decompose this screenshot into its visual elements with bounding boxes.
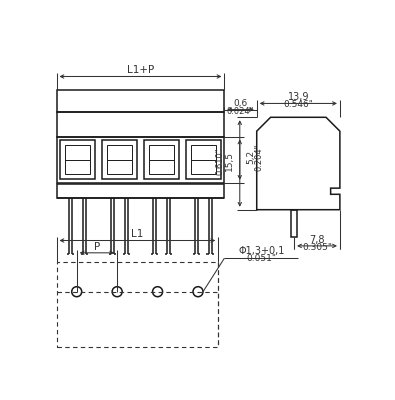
Bar: [186, 140, 220, 179]
Text: 5,2: 5,2: [246, 150, 255, 164]
Bar: [56, 136, 224, 183]
Text: L1+P: L1+P: [127, 64, 154, 74]
Text: L1: L1: [131, 228, 143, 238]
Bar: [149, 145, 174, 174]
Text: 0.204": 0.204": [254, 144, 263, 171]
Bar: [56, 112, 224, 136]
Bar: [56, 90, 224, 112]
Text: 15,5: 15,5: [224, 151, 233, 171]
Text: 0.051": 0.051": [246, 254, 276, 264]
Bar: [291, 210, 297, 237]
Text: 7,8: 7,8: [309, 235, 325, 245]
Bar: [60, 140, 95, 179]
Text: P: P: [94, 242, 100, 252]
Bar: [56, 262, 218, 347]
Bar: [102, 140, 137, 179]
Text: Φ1,3+0,1: Φ1,3+0,1: [238, 246, 284, 256]
Bar: [107, 145, 132, 174]
Bar: [56, 184, 224, 198]
Bar: [144, 140, 179, 179]
Text: 0.610": 0.610": [215, 148, 224, 175]
Bar: [65, 145, 90, 174]
Text: 0.305": 0.305": [302, 243, 332, 252]
Text: 0.546": 0.546": [283, 100, 313, 110]
Bar: [191, 145, 216, 174]
Text: 13,9: 13,9: [288, 92, 309, 102]
Text: 0.024": 0.024": [227, 107, 254, 116]
Text: 0,6: 0,6: [233, 99, 248, 108]
